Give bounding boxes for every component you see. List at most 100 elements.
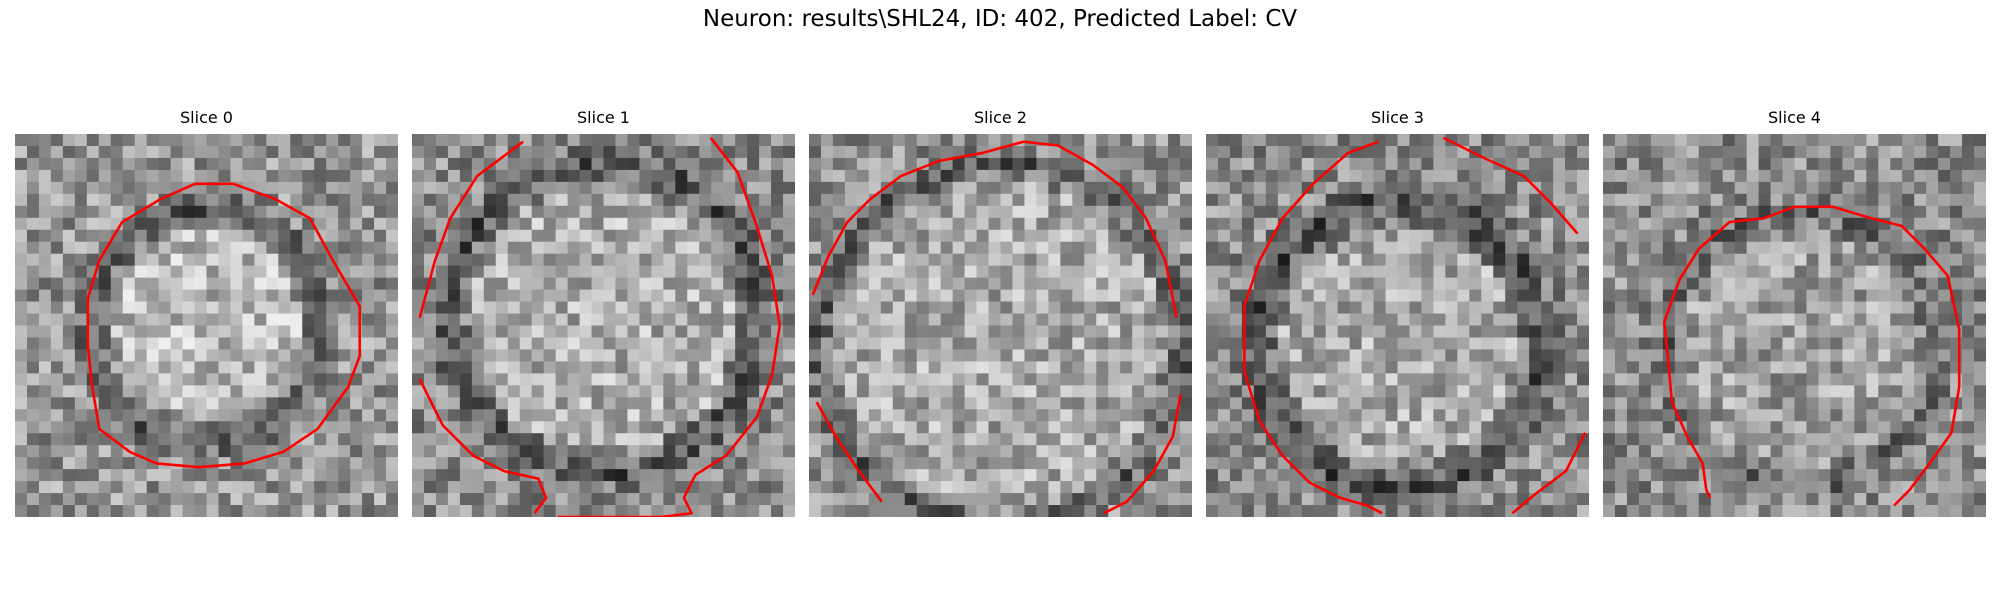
pixel: [63, 326, 76, 339]
pixel: [484, 242, 497, 255]
pixel: [1878, 158, 1891, 171]
pixel: [747, 158, 760, 171]
pixel: [278, 230, 291, 243]
pixel: [1565, 409, 1578, 422]
pixel: [1795, 361, 1808, 374]
pixel: [1795, 433, 1808, 446]
pixel: [1445, 218, 1458, 231]
pixel: [1842, 218, 1855, 231]
pixel: [1639, 385, 1652, 398]
pixel: [1687, 349, 1700, 362]
pixel: [302, 170, 315, 183]
pixel: [1457, 409, 1470, 422]
pixel: [735, 481, 748, 494]
pixel: [1481, 397, 1494, 410]
pixel: [1771, 278, 1784, 291]
pixel: [27, 302, 40, 315]
pixel: [1206, 337, 1219, 350]
pixel: [27, 290, 40, 303]
pixel: [1711, 457, 1724, 470]
pixel: [1902, 349, 1915, 362]
pixel: [1878, 146, 1891, 159]
pixel: [1517, 194, 1530, 207]
pixel: [1156, 230, 1169, 243]
pixel: [1469, 254, 1482, 267]
pixel: [1615, 290, 1628, 303]
pixel: [1445, 302, 1458, 315]
pixel: [1180, 146, 1192, 159]
pixel: [1398, 158, 1411, 171]
pixel: [1806, 397, 1819, 410]
pixel: [1350, 326, 1363, 339]
pixel: [230, 337, 243, 350]
pixel: [1866, 266, 1879, 279]
pixel: [1168, 266, 1181, 279]
pixel: [362, 278, 375, 291]
pixel: [651, 218, 664, 231]
pixel: [977, 230, 990, 243]
pixel: [1806, 349, 1819, 362]
pixel: [1326, 266, 1339, 279]
pixel: [1651, 349, 1664, 362]
pixel: [520, 242, 533, 255]
pixel: [1012, 206, 1025, 219]
pixel: [254, 158, 267, 171]
pixel: [1302, 218, 1315, 231]
pixel: [195, 469, 208, 482]
pixel: [833, 337, 846, 350]
pixel: [1001, 230, 1014, 243]
pixel: [1902, 206, 1915, 219]
pixel: [1687, 385, 1700, 398]
pixel: [508, 278, 521, 291]
pixel: [881, 397, 894, 410]
pixel: [1290, 314, 1303, 327]
pixel: [747, 242, 760, 255]
pixel: [1974, 158, 1986, 171]
pixel: [75, 337, 88, 350]
pixel: [1278, 385, 1291, 398]
pixel: [857, 337, 870, 350]
pixel: [460, 230, 473, 243]
pixel: [1278, 170, 1291, 183]
pixel: [1795, 326, 1808, 339]
pixel: [1024, 170, 1037, 183]
pixel: [207, 290, 220, 303]
pixel: [1254, 481, 1267, 494]
pixel: [1001, 457, 1014, 470]
pixel: [386, 445, 398, 458]
pixel: [1156, 481, 1169, 494]
pixel: [735, 254, 748, 267]
pixel: [362, 457, 375, 470]
pixel: [290, 385, 303, 398]
pixel: [326, 421, 339, 434]
pixel: [1409, 230, 1422, 243]
pixel: [783, 385, 795, 398]
pixel: [965, 385, 978, 398]
pixel: [568, 254, 581, 267]
pixel: [1036, 230, 1049, 243]
pixel: [1854, 266, 1867, 279]
pixel: [1529, 421, 1542, 434]
pixel: [1096, 421, 1109, 434]
pixel: [63, 266, 76, 279]
pixel: [484, 218, 497, 231]
pixel: [75, 505, 88, 517]
pixel: [1711, 254, 1724, 267]
pixel: [1001, 194, 1014, 207]
pixel: [663, 337, 676, 350]
pixel: [266, 469, 279, 482]
pixel: [99, 493, 112, 506]
pixel: [326, 481, 339, 494]
pixel: [302, 290, 315, 303]
pixel: [1433, 493, 1446, 506]
pixel: [448, 242, 461, 255]
pixel: [242, 433, 255, 446]
pixel: [1830, 409, 1843, 422]
pixel: [111, 326, 124, 339]
pixel: [135, 493, 148, 506]
pixel: [147, 397, 160, 410]
pixel: [1615, 349, 1628, 362]
pixel: [278, 278, 291, 291]
pixel: [1553, 182, 1566, 195]
pixel: [1759, 445, 1772, 458]
